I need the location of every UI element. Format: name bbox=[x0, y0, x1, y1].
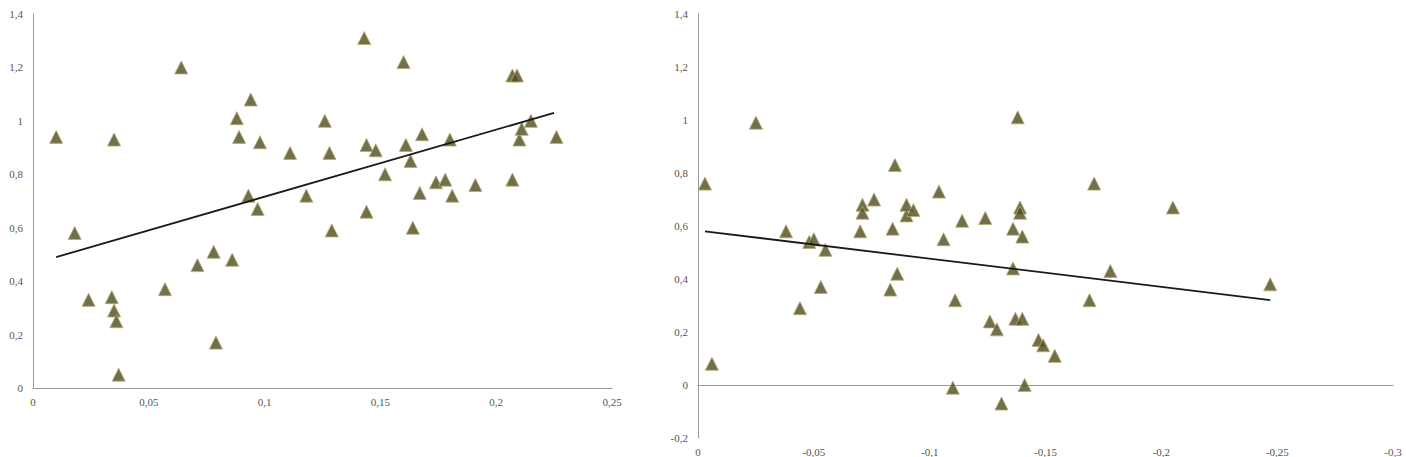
svg-text:1,4: 1,4 bbox=[9, 8, 23, 20]
svg-text:0,05: 0,05 bbox=[139, 396, 159, 408]
svg-text:0,2: 0,2 bbox=[674, 326, 688, 338]
svg-text:0,15: 0,15 bbox=[371, 396, 391, 408]
svg-text:-0,25: -0,25 bbox=[1266, 446, 1289, 457]
svg-text:0,6: 0,6 bbox=[674, 220, 688, 232]
svg-text:0: 0 bbox=[695, 446, 701, 457]
svg-text:1,2: 1,2 bbox=[9, 61, 23, 73]
svg-text:-0,15: -0,15 bbox=[1034, 446, 1057, 457]
svg-text:0: 0 bbox=[18, 382, 24, 394]
svg-text:-0,1: -0,1 bbox=[921, 446, 938, 457]
svg-text:0,4: 0,4 bbox=[674, 273, 688, 285]
svg-text:0,1: 0,1 bbox=[258, 396, 272, 408]
svg-text:1: 1 bbox=[683, 114, 689, 126]
svg-text:-0,2: -0,2 bbox=[671, 432, 688, 444]
svg-text:0,4: 0,4 bbox=[9, 275, 23, 287]
svg-text:0,8: 0,8 bbox=[674, 167, 688, 179]
svg-text:-0,2: -0,2 bbox=[1153, 446, 1170, 457]
svg-text:0,2: 0,2 bbox=[9, 329, 23, 341]
svg-text:1,2: 1,2 bbox=[674, 61, 688, 73]
svg-text:0: 0 bbox=[30, 396, 36, 408]
svg-text:1: 1 bbox=[18, 115, 24, 127]
svg-text:0: 0 bbox=[683, 379, 689, 391]
svg-text:0,2: 0,2 bbox=[489, 396, 503, 408]
svg-text:0,8: 0,8 bbox=[9, 168, 23, 180]
svg-text:-0,3: -0,3 bbox=[1384, 446, 1402, 457]
svg-text:1,4: 1,4 bbox=[674, 8, 688, 20]
svg-text:-0,05: -0,05 bbox=[802, 446, 825, 457]
svg-text:0,25: 0,25 bbox=[602, 396, 622, 408]
svg-text:0,6: 0,6 bbox=[9, 222, 23, 234]
